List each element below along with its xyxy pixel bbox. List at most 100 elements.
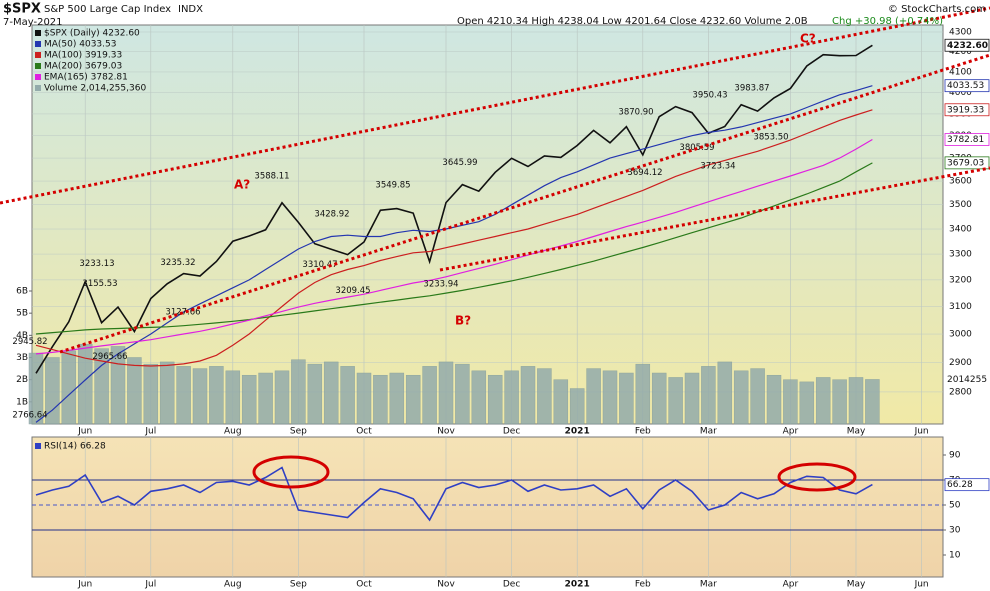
series-line [35, 466, 873, 522]
y-tick-label: 2900 [949, 358, 972, 368]
volume-bar [602, 370, 618, 425]
x-tick-label: May [847, 427, 866, 437]
volume-bar [619, 372, 634, 425]
price-annotation: 2945.82 [12, 337, 47, 347]
plot-layer: Jun Jul Aug Sep Oct Nov Dec 2021 Feb Mar Apr May Jun… [12, 25, 990, 590]
price-annotation: 3723.34 [700, 161, 735, 171]
y-tick-label: 10 [949, 551, 961, 561]
x-tick-label: Jun [77, 427, 92, 437]
price-annotation: 3983.87 [734, 84, 769, 94]
legend-swatch [35, 85, 41, 91]
y-tick-label: 50 [949, 501, 961, 511]
volume-bar [340, 366, 355, 425]
wave-label: A? [234, 178, 250, 192]
volume-bar [225, 370, 241, 425]
price-annotation: 3694.12 [627, 168, 662, 178]
legend-entry: EMA(165) 3782.81 [44, 73, 128, 83]
price-annotation: 3155.53 [82, 279, 117, 289]
price-annotation: 3235.32 [160, 258, 195, 268]
highlight-ellipse [777, 462, 857, 492]
legend-entry: MA(200) 3679.03 [44, 62, 122, 72]
series-line [35, 85, 873, 423]
end-tag: 66.28 [947, 480, 973, 490]
legend-entry: $SPX (Daily) 4232.60 [44, 29, 140, 39]
x-tick-label: Jun [77, 580, 92, 590]
change: Chg +30.98 (+0.74%) [832, 16, 943, 27]
volume-bar [750, 368, 765, 425]
y2-tick-label: 3B [16, 353, 28, 363]
volume-bar [815, 377, 831, 425]
volume-bar [422, 366, 437, 425]
x-tick-label: 2021 [565, 580, 590, 590]
symbol: $SPX [3, 2, 41, 17]
end-tag-box [944, 373, 990, 386]
legend-swatch [35, 63, 41, 69]
price-annotation: 3870.90 [618, 108, 653, 118]
price-annotation: 2766.64 [12, 410, 47, 420]
price-annotation: 3950.43 [692, 91, 727, 101]
volume-bar [651, 372, 667, 425]
volume-bar [520, 366, 536, 425]
legend-entry: MA(100) 3919.33 [44, 51, 122, 61]
x-tick-label: Feb [635, 427, 651, 437]
x-tick-label: Jul [144, 580, 156, 590]
x-tick-label: Apr [783, 580, 799, 590]
volume-bar [291, 359, 306, 425]
volume-bar [307, 363, 323, 425]
y-tick-label: 4000 [949, 88, 972, 98]
volume-bar [389, 372, 405, 425]
y2-tick-label: 4B [16, 331, 28, 341]
volume-bar [110, 346, 126, 425]
price-annotation: 3853.50 [753, 132, 788, 142]
price-panel [31, 24, 944, 425]
end-tag: 3679.03 [947, 158, 984, 168]
y-tick-label: 3200 [949, 275, 972, 285]
series-line [35, 44, 873, 374]
legend-swatch [35, 52, 41, 58]
x-tick-label: Dec [503, 427, 520, 437]
volume-bar [143, 363, 159, 425]
y-tick-label: 2800 [949, 387, 972, 397]
volume-bar [94, 348, 109, 425]
y-tick-label: 4100 [949, 67, 972, 77]
x-tick-label: Jun [914, 580, 929, 590]
end-tag: 2014255 [947, 375, 987, 385]
legend-entry: MA(50) 4033.53 [44, 40, 116, 50]
x-tick-label: Apr [783, 427, 799, 437]
legend-swatch [35, 30, 41, 36]
end-tag: 4232.60 [947, 41, 988, 51]
volume-bar [405, 374, 421, 425]
x-tick-label: Dec [503, 580, 520, 590]
x-tick-label: Jun [914, 427, 929, 437]
end-tag-box [944, 133, 990, 146]
volume-bar [274, 370, 290, 425]
x-tick-label: Sep [290, 580, 307, 590]
x-tick-label: Aug [224, 580, 242, 590]
y-tick-label: 3500 [949, 200, 972, 210]
volume-bar [569, 388, 585, 425]
price-annotation: 3549.85 [375, 180, 410, 190]
end-tag-box [944, 478, 990, 492]
volume-bar [159, 361, 175, 425]
volume-bar [176, 366, 191, 425]
end-tag-box [944, 103, 990, 117]
x-tick-label: Jul [144, 427, 156, 437]
x-tick-label: Mar [700, 427, 717, 437]
volume-bar [487, 374, 503, 425]
legend-swatch [35, 41, 41, 47]
y-tick-label: 3100 [949, 302, 972, 312]
volume-bar [668, 377, 683, 425]
volume-bar [192, 368, 208, 425]
volume-bar [537, 368, 552, 425]
volume-bar [832, 379, 847, 425]
volume-bar [848, 377, 864, 425]
x-tick-label: May [847, 580, 866, 590]
volume-bar [241, 374, 257, 425]
exchange: INDX [178, 4, 203, 15]
legend-swatch [35, 443, 41, 449]
chart-title: S&P 500 Large Cap Index [44, 4, 171, 15]
quote: Open 4210.34 High 4238.04 Low 4201.64 Cl… [457, 16, 808, 27]
y-tick-label: 4300 [949, 27, 972, 37]
y2-tick-label: 6B [16, 287, 28, 297]
